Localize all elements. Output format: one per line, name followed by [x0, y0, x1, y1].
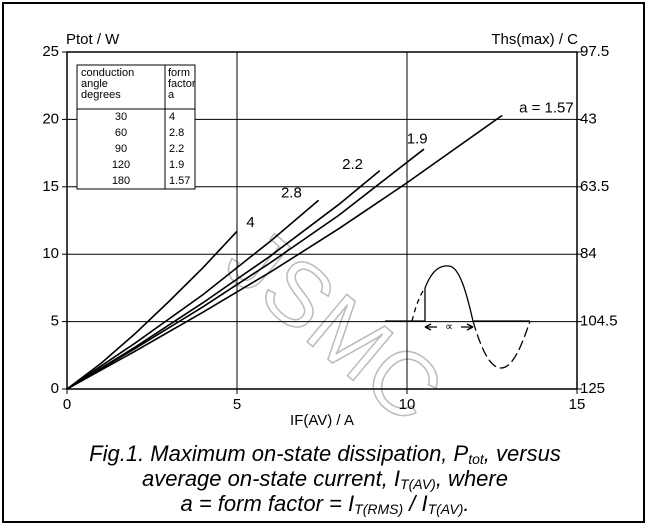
plot-area — [66, 51, 578, 390]
y2-tick-label: 84 — [580, 245, 597, 262]
y2-tick-label: 97.5 — [580, 43, 609, 60]
table-header: conduction angle degrees — [81, 67, 134, 101]
table-cell: 2.8 — [169, 127, 184, 139]
series-label: 2.2 — [342, 156, 363, 173]
table-cell: 120 — [112, 159, 130, 171]
caption-subscript: T(AV) — [428, 501, 464, 517]
caption-subscript: T(AV) — [400, 476, 436, 492]
table-cell: 180 — [112, 175, 130, 187]
series-label: a = 1.57 — [519, 100, 574, 117]
series-label: 4 — [246, 214, 254, 231]
y2-axis-label: Ths(max) / C — [491, 31, 578, 48]
series-line — [66, 170, 381, 390]
waveform — [385, 265, 531, 369]
y-tick-label: 15 — [42, 178, 59, 195]
y-tick-label: 10 — [42, 245, 59, 262]
series-line — [66, 230, 238, 390]
table-header: form factor a — [168, 67, 196, 101]
caption-subscript: T(RMS) — [354, 501, 403, 517]
waveform-trace — [424, 265, 474, 322]
x-axis-label: IF(AV) / A — [290, 412, 354, 429]
table-cell: 2.2 — [169, 143, 184, 155]
waveform-trace — [411, 287, 426, 322]
table-cell: 30 — [115, 111, 127, 123]
caption-text: , versus — [484, 441, 561, 466]
y2-tick-label: 125 — [580, 380, 605, 397]
angle-arrow — [424, 323, 474, 331]
series-label: 1.9 — [407, 131, 428, 148]
waveform-trace — [472, 320, 531, 369]
series-line — [66, 199, 320, 390]
caption-text: a = form factor = I — [181, 491, 355, 516]
y-tick-label: 25 — [42, 43, 59, 60]
series-line — [66, 148, 425, 390]
y-tick-label: 20 — [42, 110, 59, 127]
series-label: 2.8 — [281, 185, 302, 202]
caption-text: . — [463, 491, 469, 516]
x-tick-label: 5 — [233, 396, 241, 413]
x-tick-label: 15 — [569, 396, 586, 413]
caption: Fig.1. Maximum on-state dissipation, Pto… — [89, 441, 561, 467]
caption-text: / I — [403, 491, 427, 516]
caption-text: , where — [436, 466, 508, 491]
table-cell: 1.57 — [169, 175, 190, 187]
caption: average on-state current, IT(AV), where — [142, 466, 508, 492]
table-cell: 1.9 — [169, 159, 184, 171]
y-tick-label: 5 — [51, 313, 59, 330]
y-axis-label: Ptot / W — [66, 31, 120, 48]
caption-subscript: tot — [468, 451, 485, 467]
waveform-trace — [385, 288, 426, 322]
caption-text: Fig.1. Maximum on-state dissipation, P — [89, 441, 468, 466]
caption-text: average on-state current, I — [142, 466, 400, 491]
table-cell: 90 — [115, 143, 127, 155]
y-tick-label: 0 — [51, 380, 59, 397]
y2-tick-label: 63.5 — [580, 178, 609, 195]
caption: a = form factor = IT(RMS) / IT(AV). — [181, 491, 470, 517]
x-tick-label: 10 — [399, 396, 416, 413]
table-cell: 4 — [169, 111, 175, 123]
waveform-label: ∝ — [445, 321, 453, 333]
series-line — [66, 114, 503, 390]
y2-tick-label: 43 — [580, 110, 597, 127]
table-cell: 60 — [115, 127, 127, 139]
y2-tick-label: 104.5 — [580, 313, 618, 330]
x-tick-label: 0 — [63, 396, 71, 413]
form-factor-table — [76, 64, 196, 190]
